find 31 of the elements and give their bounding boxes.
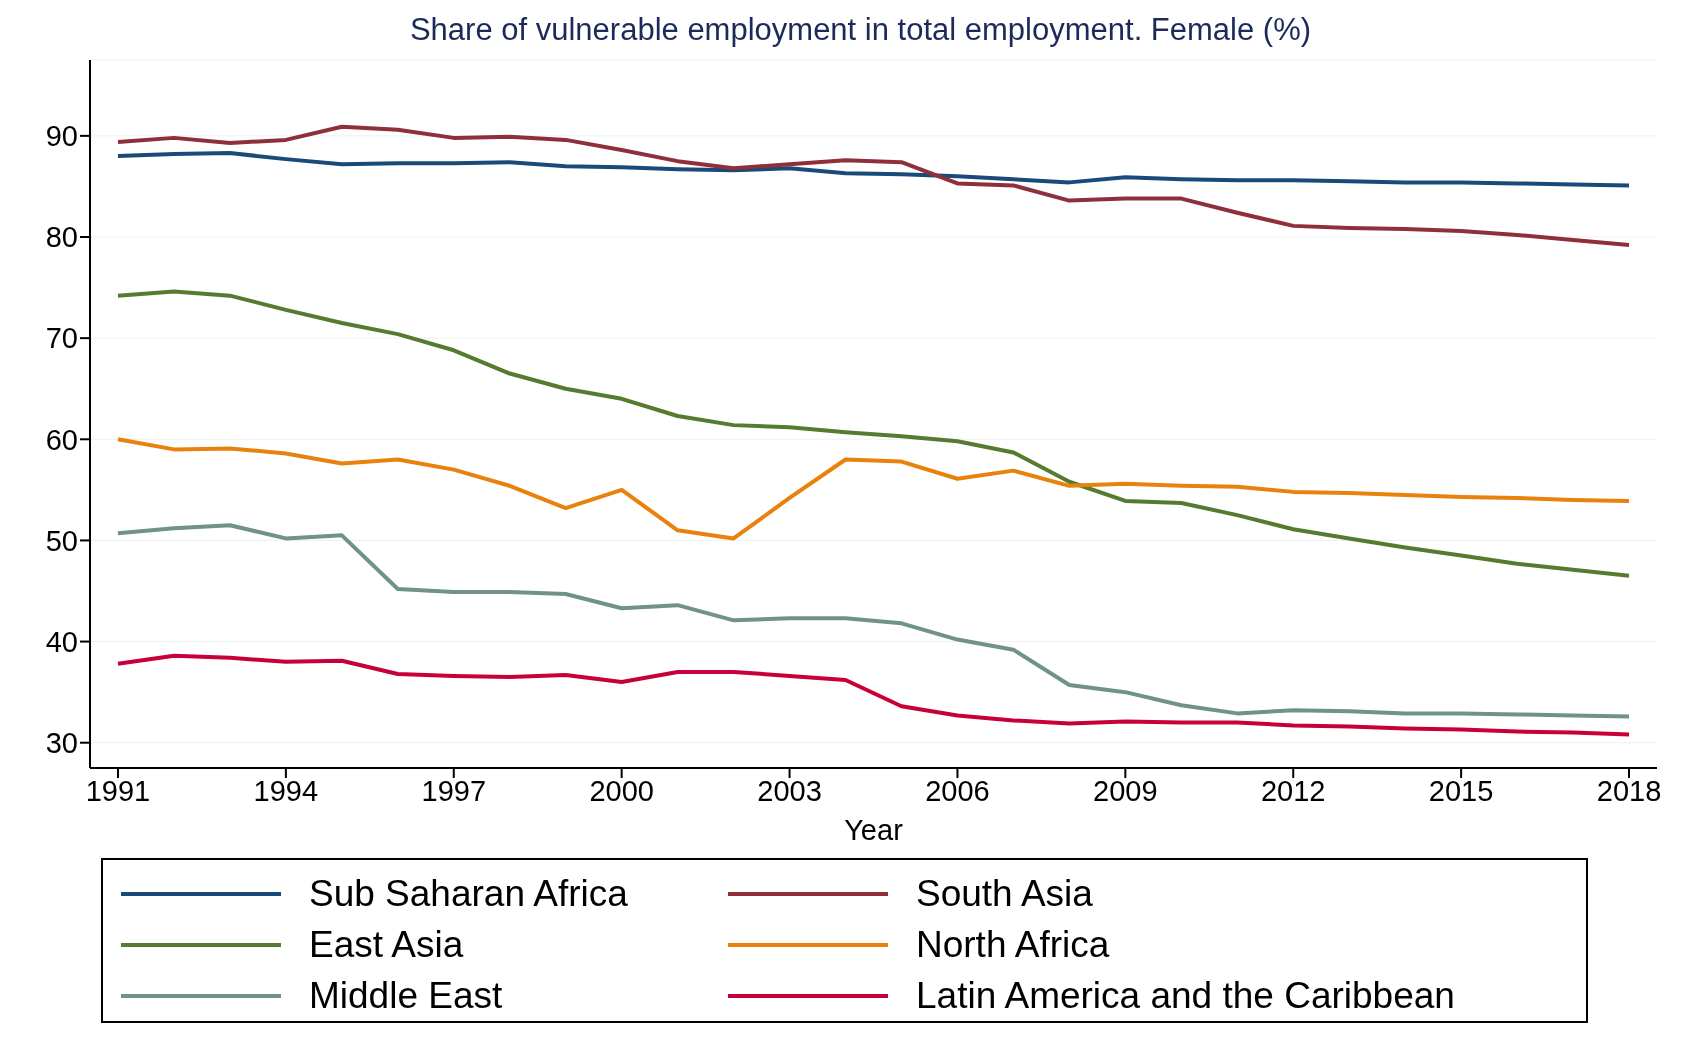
legend-label: Middle East [309, 974, 503, 1017]
legend-label: Latin America and the Caribbean [916, 974, 1455, 1017]
line-series [115, 437, 1632, 541]
x-axis-title: Year [844, 814, 904, 846]
y-tick-label: 30 [45, 727, 78, 760]
line-series [115, 653, 1632, 737]
x-tick-label: 2003 [757, 774, 822, 807]
line-series [115, 151, 1632, 188]
x-tick-label: 2012 [1260, 774, 1326, 807]
chart-title: Share of vulnerable employment in total employment. Female (%) [408, 11, 1313, 49]
x-tick-label: 2018 [1596, 774, 1662, 807]
y-tick-label: 40 [45, 625, 78, 658]
legend-label: North Africa [916, 923, 1110, 966]
x-tick-label: 1997 [421, 774, 487, 807]
y-tick-label: 80 [45, 221, 78, 254]
x-tick-label: 2009 [1093, 774, 1158, 807]
x-tick-label: 1994 [253, 774, 319, 807]
legend-label: East Asia [309, 923, 464, 966]
x-tick-label: 1991 [85, 774, 151, 807]
legend-label: Sub Saharan Africa [309, 872, 628, 915]
y-tick-label: 70 [45, 322, 78, 355]
y-tick-label: 60 [45, 423, 78, 456]
line-series [115, 124, 1632, 248]
line-series [115, 289, 1632, 578]
y-tick-label: 50 [45, 524, 78, 557]
y-tick-label: 90 [45, 120, 78, 153]
line-series [115, 523, 1632, 719]
x-tick-label: 2015 [1428, 774, 1494, 807]
legend-label: South Asia [916, 872, 1093, 915]
x-tick-label: 2006 [925, 774, 990, 807]
x-tick-label: 2000 [589, 774, 654, 807]
